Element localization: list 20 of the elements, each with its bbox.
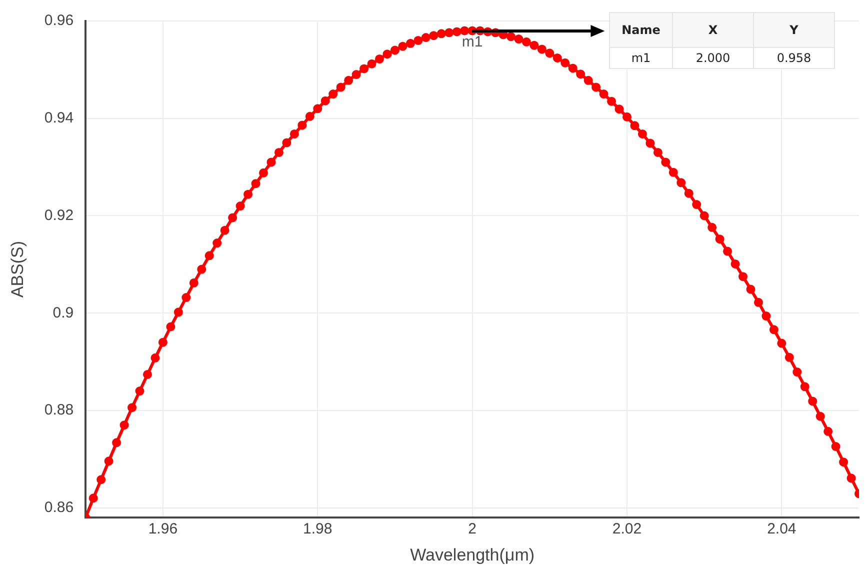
y-axis-title: ABS(S) xyxy=(8,240,27,298)
annotation: X xyxy=(672,12,754,48)
annotation: 2.000 xyxy=(672,48,754,68)
x-tick-label: 1.96 xyxy=(148,520,178,538)
y-tick-label: 0.86 xyxy=(44,499,74,516)
y-tick-label: 0.88 xyxy=(44,402,74,419)
annotation: Name xyxy=(610,12,672,48)
annotation: Y xyxy=(754,12,834,48)
x-tick-label: 2.04 xyxy=(767,520,796,538)
x-tick-label: 1.98 xyxy=(303,520,332,538)
annotation: 0.958 xyxy=(754,48,834,68)
y-tick-label: 0.9 xyxy=(52,304,74,322)
y-tick-label: 0.92 xyxy=(44,206,74,224)
x-tick-label: 2 xyxy=(468,520,476,538)
x-axis-title: Wavelength(μm) xyxy=(410,545,535,564)
annotation: m1 xyxy=(610,48,672,68)
annotation: m1 xyxy=(462,33,483,50)
y-tick-label: 0.96 xyxy=(44,12,74,30)
x-tick-label: 2.02 xyxy=(612,520,642,538)
y-tick-label: 0.94 xyxy=(44,110,74,127)
